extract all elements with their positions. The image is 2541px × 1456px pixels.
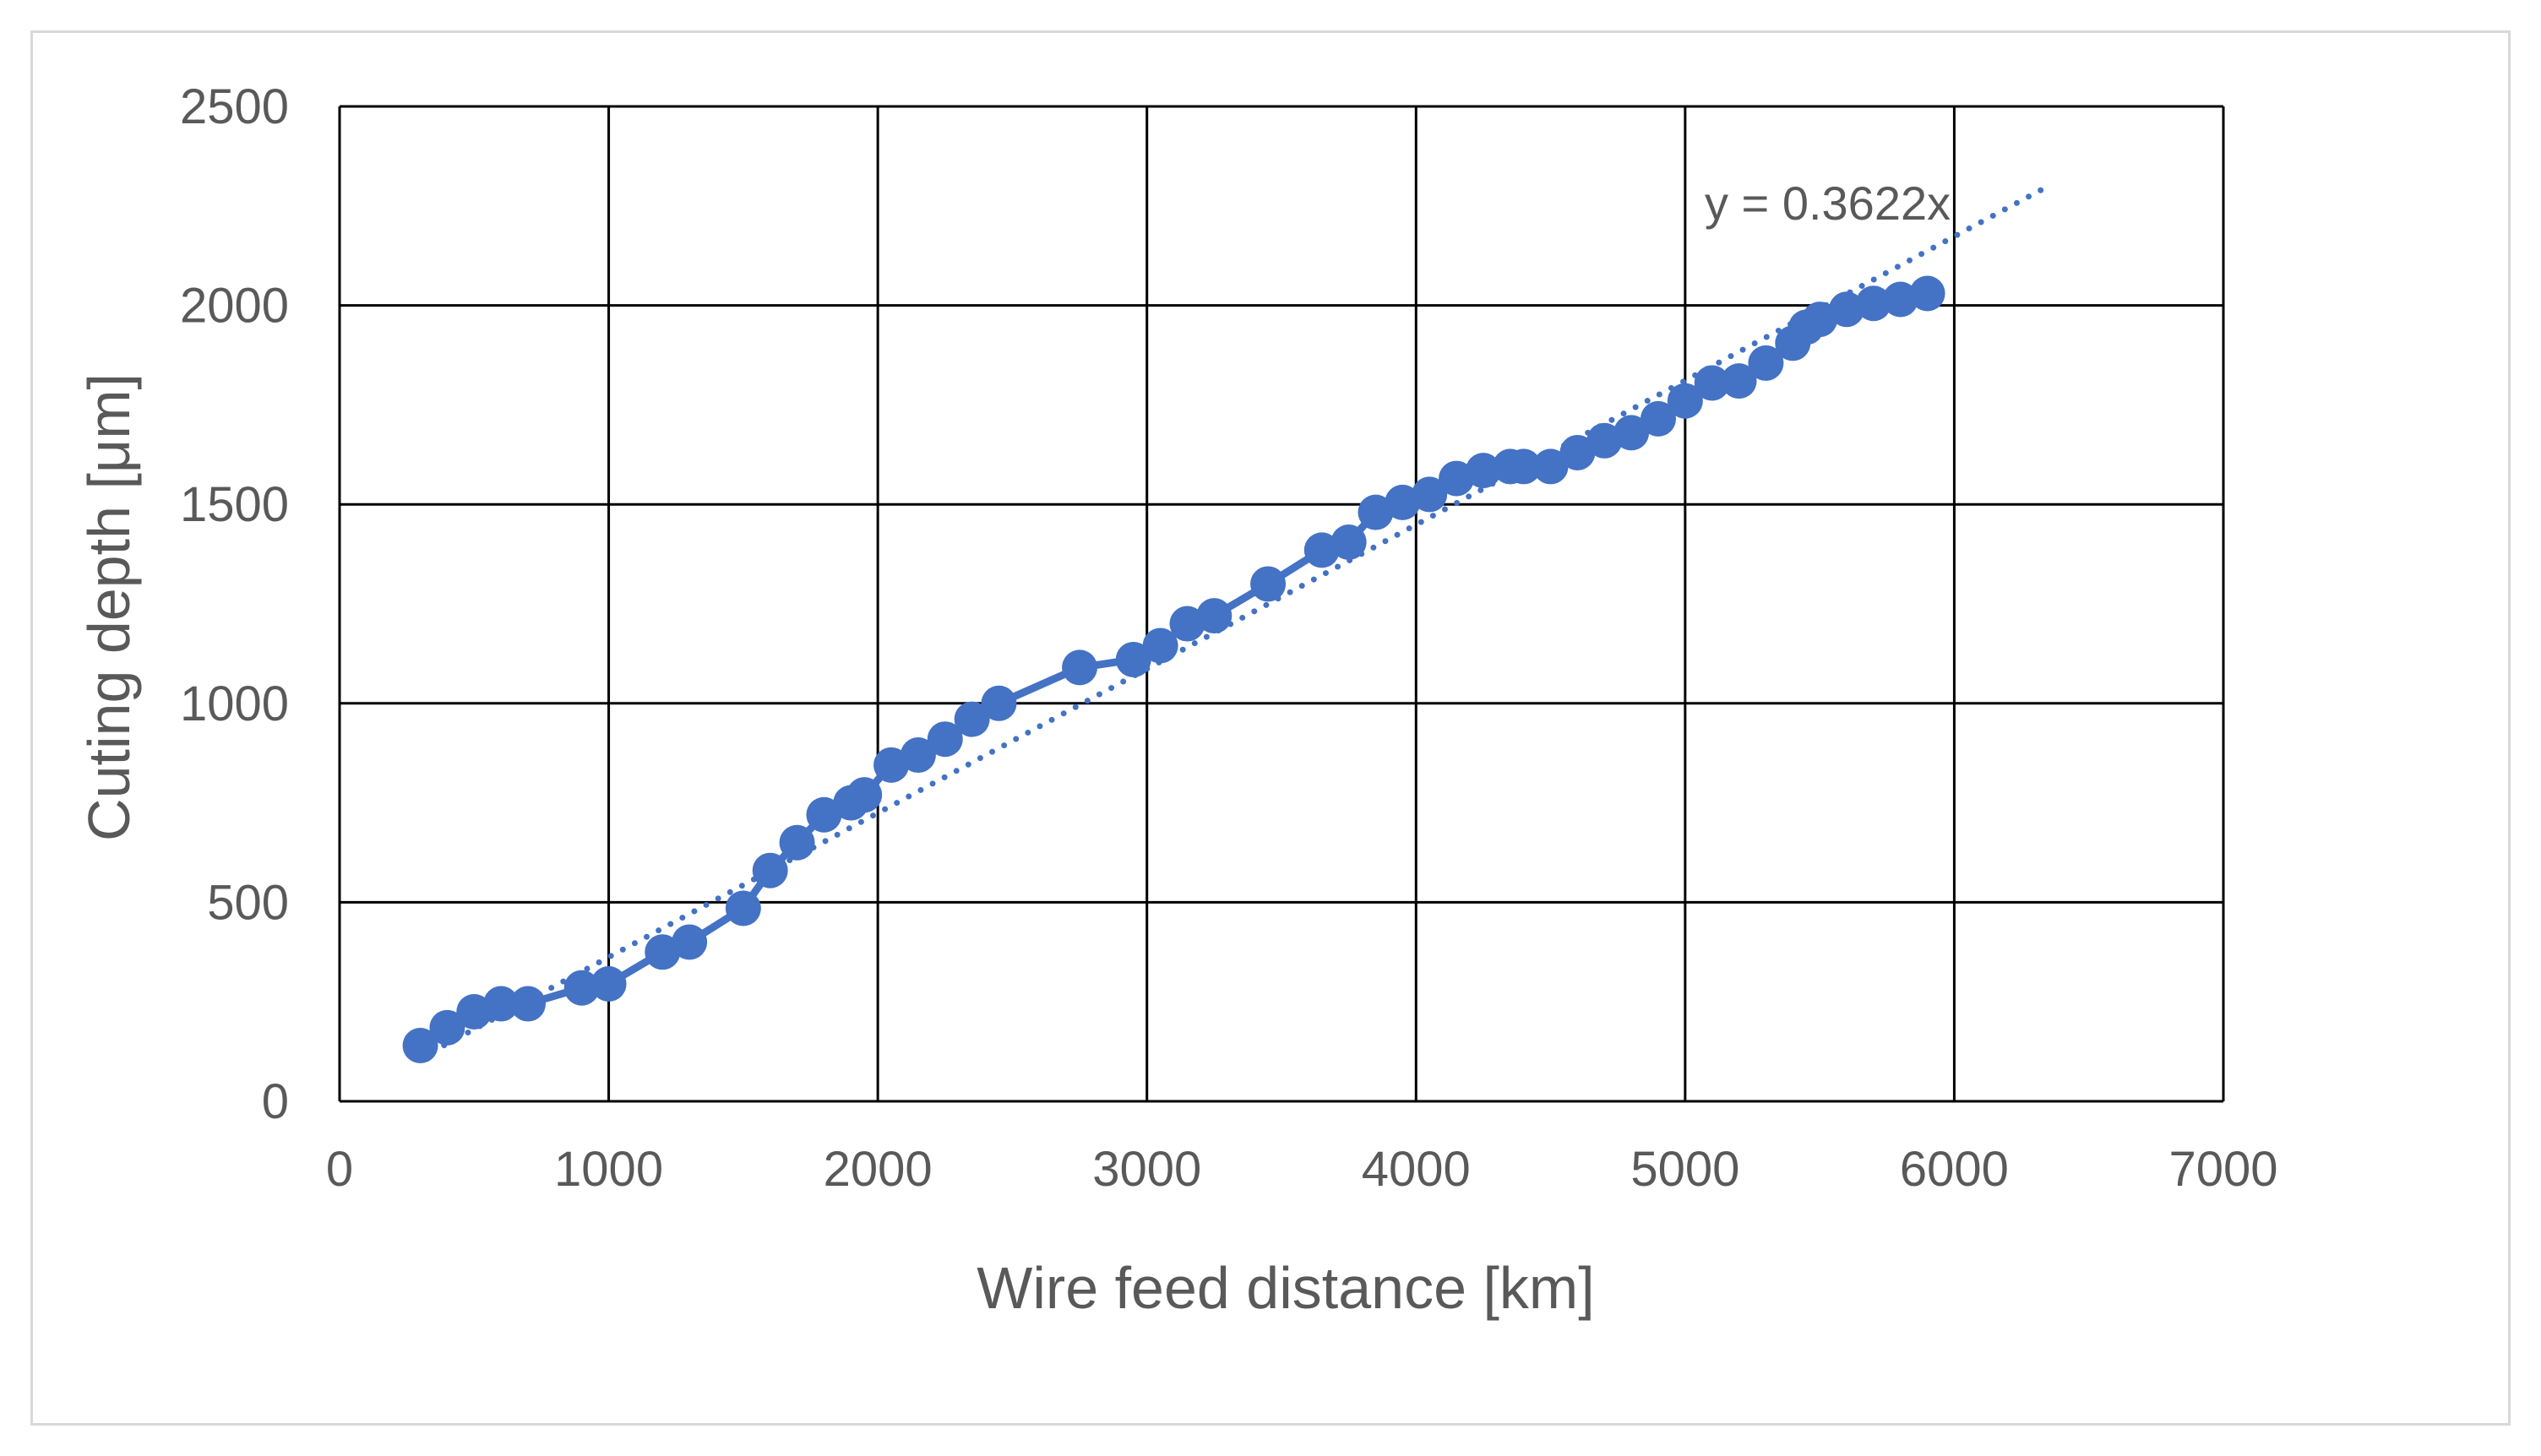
data-point [483, 986, 520, 1022]
data-point [1115, 641, 1151, 677]
x-tick-label: 3000 [1092, 1142, 1201, 1197]
y-tick-label: 2500 [180, 79, 289, 134]
data-point [1667, 383, 1703, 419]
data-point [1358, 494, 1394, 530]
trendline [417, 182, 2052, 1062]
data-point [1330, 524, 1367, 560]
data-point [1465, 453, 1501, 489]
data-point [981, 685, 1017, 721]
x-tick-label: 5000 [1630, 1142, 1739, 1197]
data-point [1721, 363, 1757, 399]
data-point [402, 1028, 438, 1064]
data-point [1412, 476, 1448, 513]
data-point [1169, 606, 1205, 642]
data-point [429, 1009, 465, 1046]
data-point [725, 890, 761, 926]
chart-frame [30, 30, 2511, 1426]
data-point [1385, 484, 1421, 520]
data-point [1748, 345, 1784, 381]
y-tick-label: 500 [207, 875, 289, 930]
data-point [1062, 649, 1098, 686]
trendline-equation: y = 0.3622x [1705, 177, 1951, 230]
data-point [645, 934, 681, 970]
data-point [1882, 281, 1918, 318]
data-point [1586, 422, 1623, 459]
data-point [510, 986, 546, 1022]
data-point [672, 924, 708, 960]
data-point [1505, 448, 1542, 485]
data-point [1532, 448, 1569, 485]
data-point [1303, 532, 1340, 568]
trendline-group [417, 182, 2052, 1062]
data-point [1439, 460, 1475, 497]
y-tick-label: 1000 [180, 676, 289, 731]
data-point [779, 824, 815, 861]
data-point [1855, 285, 1891, 322]
x-tick-label: 1000 [554, 1142, 663, 1197]
series-group [402, 275, 1945, 1064]
data-point [927, 721, 963, 758]
data-point [563, 970, 600, 1006]
y-tick-label: 2000 [180, 279, 289, 334]
data-point [1909, 275, 1945, 312]
data-point [1559, 434, 1596, 470]
data-point [456, 993, 492, 1030]
data-point [1694, 365, 1730, 401]
data-point [900, 737, 936, 774]
data-point [752, 852, 788, 888]
data-point [1802, 302, 1838, 338]
x-tick-label: 7000 [2168, 1142, 2277, 1197]
y-tick-label: 1500 [180, 477, 289, 532]
x-tick-label: 2000 [824, 1142, 933, 1197]
x-tick-label: 6000 [1900, 1142, 2009, 1197]
data-point [1829, 291, 1864, 328]
data-point [1196, 598, 1232, 634]
y-axis-title: Cuting depth [μm] [76, 373, 142, 841]
data-point [1613, 415, 1650, 451]
x-axis-title: Wire feed distance [km] [977, 1255, 1594, 1321]
data-point [846, 777, 883, 813]
x-tick-label: 0 [326, 1142, 353, 1197]
data-point [590, 965, 627, 1002]
gridlines [338, 105, 2225, 1103]
x-tick-label: 4000 [1362, 1142, 1471, 1197]
tick-labels: 0 500 1000 1500 2000 2500 0 1000 2000 3000 4000 500… [180, 79, 2278, 1197]
data-point [873, 747, 910, 783]
data-point [954, 701, 990, 737]
data-point [1250, 566, 1287, 602]
y-tick-label: 0 [262, 1074, 289, 1129]
data-point [1142, 627, 1178, 664]
data-point [806, 796, 842, 833]
data-point [1640, 400, 1676, 437]
